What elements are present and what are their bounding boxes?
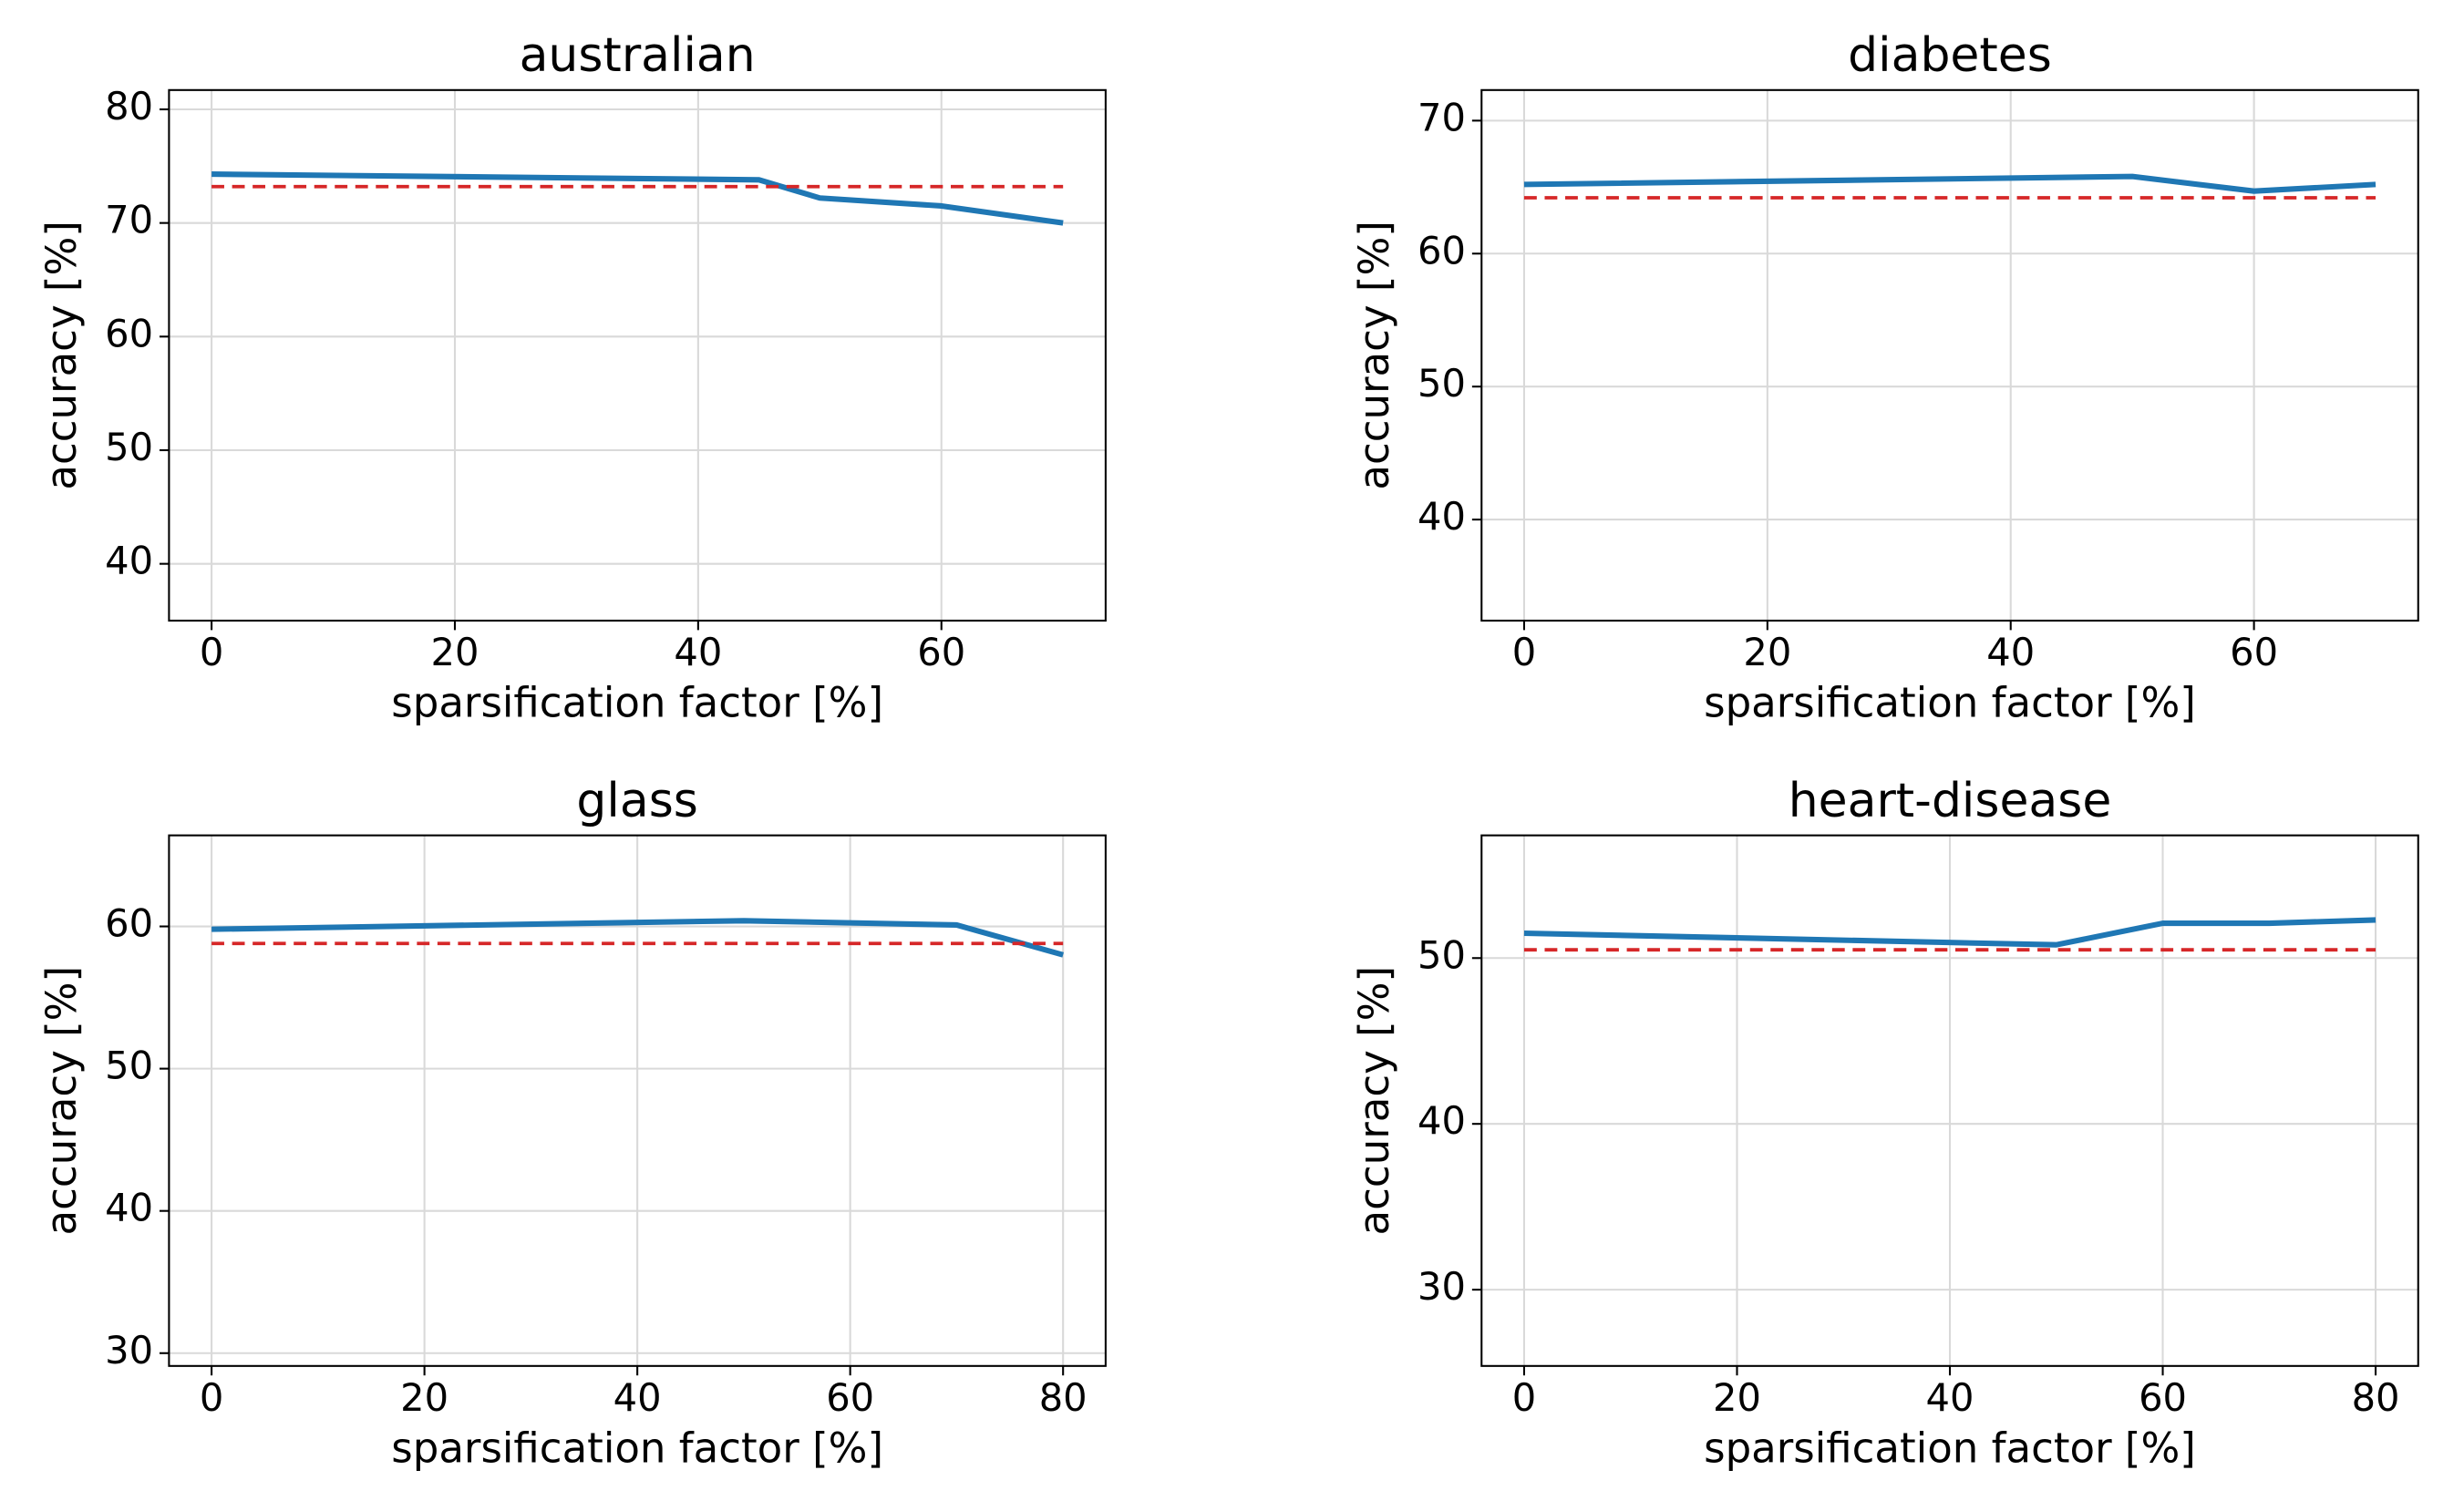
- y-axis-label: accuracy [%]: [1350, 966, 1398, 1236]
- y-tick-label: 60: [1418, 228, 1466, 272]
- y-tick-label: 30: [105, 1328, 153, 1372]
- x-tick-label: 0: [200, 1375, 223, 1420]
- data-line: [1523, 173, 2376, 194]
- y-axis-label: accuracy [%]: [1350, 221, 1398, 490]
- y-tick-label: 40: [105, 539, 153, 583]
- y-tick-label: 60: [105, 901, 153, 946]
- y-axis-label: accuracy [%]: [37, 221, 86, 490]
- x-tick-label: 0: [1512, 630, 1536, 674]
- subplot-title: glass: [576, 774, 697, 828]
- x-axis-label: sparsification factor [%]: [1704, 1424, 2196, 1472]
- axes-frame: [168, 88, 1107, 622]
- x-axis-label: sparsification factor [%]: [1704, 679, 2196, 727]
- y-tick-label: 40: [105, 1186, 153, 1230]
- x-tick-label: 60: [2230, 630, 2278, 674]
- x-tick-label: 60: [826, 1375, 874, 1420]
- x-tick-label: 0: [1512, 1375, 1536, 1420]
- x-tick-label: 20: [1713, 1375, 1761, 1420]
- x-tick-label: 60: [917, 630, 965, 674]
- x-axis-label: sparsification factor [%]: [391, 1424, 883, 1472]
- subplot: 0 20 40 60 80 30 40 50 60 glass sparsification fac…: [37, 774, 1107, 1472]
- axes-frame: [1480, 88, 2419, 622]
- x-tick-label: 40: [1986, 630, 2035, 674]
- subplot: 0 20 40 60 40 50 60 70 diabetes sparsification fa…: [1350, 28, 2419, 727]
- data-line: [211, 918, 1064, 958]
- y-tick-label: 60: [105, 311, 153, 355]
- x-tick-label: 40: [674, 630, 722, 674]
- y-tick-label: 80: [105, 84, 153, 129]
- x-tick-label: 40: [613, 1375, 662, 1420]
- data-line: [1523, 917, 2376, 948]
- x-tick-label: 40: [1926, 1375, 1974, 1420]
- y-tick-label: 40: [1418, 494, 1466, 539]
- y-tick-label: 70: [1418, 95, 1466, 139]
- x-tick-label: 80: [1039, 1375, 1088, 1420]
- x-tick-label: 20: [1743, 630, 1791, 674]
- subplot: 0 20 40 60 80 30 40 50 heart-disease sparsificati…: [1350, 774, 2419, 1472]
- y-axis-label: accuracy [%]: [37, 966, 86, 1236]
- y-tick-label: 30: [1418, 1264, 1466, 1309]
- subplot: 0 20 40 60 40 50 60 70 80 australian sparsificatio…: [37, 28, 1107, 727]
- x-tick-label: 80: [2352, 1375, 2400, 1420]
- x-tick-label: 20: [431, 630, 479, 674]
- y-tick-label: 70: [105, 198, 153, 242]
- y-tick-label: 40: [1418, 1098, 1466, 1143]
- x-tick-label: 0: [200, 630, 223, 674]
- axes-frame: [1480, 834, 2419, 1367]
- subplot-title: heart-disease: [1789, 774, 2112, 828]
- x-tick-label: 60: [2139, 1375, 2187, 1420]
- x-axis-label: sparsification factor [%]: [391, 679, 883, 727]
- y-tick-label: 50: [1418, 361, 1466, 406]
- data-line: [211, 171, 1064, 226]
- subplot-title: diabetes: [1848, 28, 2052, 83]
- y-tick-label: 50: [105, 425, 153, 469]
- x-tick-label: 20: [400, 1375, 448, 1420]
- subplot-title: australian: [520, 28, 756, 83]
- axes-frame: [168, 834, 1107, 1367]
- y-tick-label: 50: [1418, 932, 1466, 977]
- y-tick-label: 50: [105, 1044, 153, 1088]
